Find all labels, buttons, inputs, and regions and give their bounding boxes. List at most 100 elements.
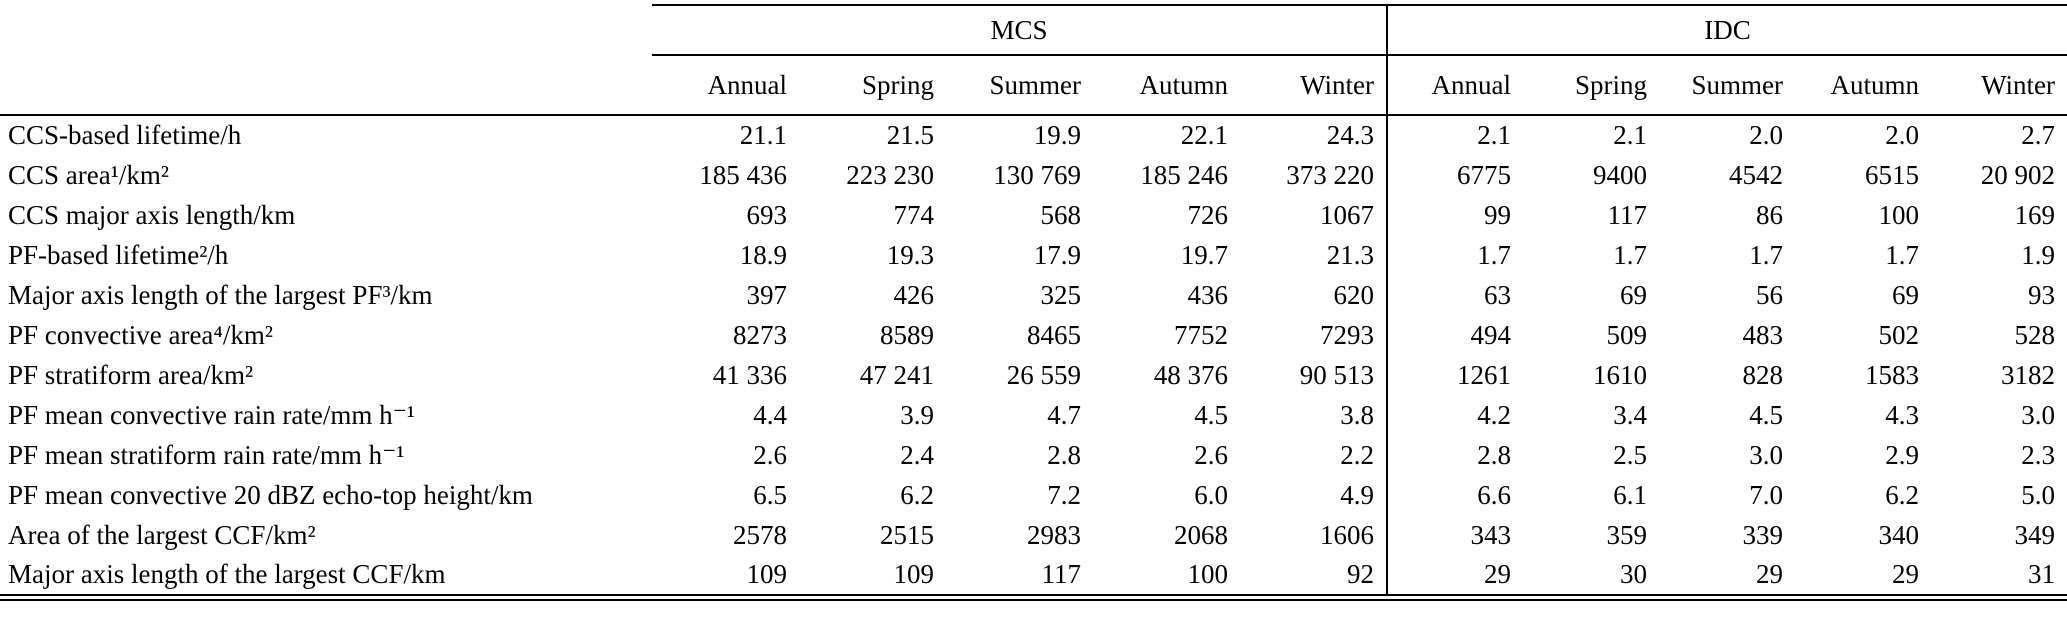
cell-value-mcs: 774: [893, 199, 935, 230]
cell-value-mcs: 17.9: [1033, 239, 1081, 270]
cell-value-idc: 828: [1742, 359, 1784, 390]
cell-value-mcs: 19.7: [1180, 239, 1228, 270]
cell-value-idc: 494: [1386, 315, 1523, 355]
cell-value-mcs: 3.9: [900, 399, 934, 430]
cell-value-idc: 4.5: [1749, 399, 1783, 430]
cell-value-idc: 509: [1606, 319, 1648, 350]
cell-value-idc: 2.5: [1613, 439, 1647, 470]
row-label: Major axis length of the largest CCF/km: [0, 555, 652, 596]
cell-value-idc: 99: [1386, 195, 1523, 235]
cell-value-mcs: 4.5: [1194, 399, 1228, 430]
corner-blank: [0, 5, 652, 55]
cell-value-idc: 2.0: [1885, 120, 1919, 150]
cell-value-mcs: 4.7: [1047, 399, 1081, 430]
cell-value-idc: 5.0: [2021, 479, 2055, 510]
cell-value-idc: 3.0: [2021, 399, 2055, 430]
cell-value-idc: 339: [1742, 519, 1784, 550]
cell-value-mcs: 373 220: [1286, 159, 1374, 190]
cell-value-mcs: 7293: [1320, 319, 1374, 350]
cell-value-mcs: 7.2: [1047, 479, 1081, 510]
cell-value-mcs: 426: [893, 279, 935, 310]
season-header-idc-annual: Annual: [1386, 55, 1523, 116]
cell-value-idc: 69: [1892, 279, 1919, 310]
cell-value-idc: 2.8: [1386, 435, 1523, 475]
cell-value-idc: 483: [1742, 319, 1784, 350]
cell-value-idc: 9400: [1593, 159, 1647, 190]
row-label: CCS-based lifetime/h: [8, 120, 242, 150]
cell-value-idc: 100: [1878, 199, 1920, 230]
cell-value-mcs: 8589: [880, 319, 934, 350]
cell-value-mcs: 109: [799, 555, 946, 596]
cell-value-mcs: 18.9: [739, 239, 787, 270]
cell-value-idc: 20 902: [1980, 159, 2055, 190]
cell-value-idc: 2.3: [2021, 439, 2055, 470]
cell-value-mcs: 4.4: [753, 399, 787, 430]
cell-value-mcs: 568: [1040, 199, 1082, 230]
cell-value-idc: 502: [1878, 319, 1920, 350]
cell-value-mcs: 2983: [1027, 519, 1081, 550]
cell-value-idc: 69: [1620, 279, 1647, 310]
cell-value-idc: 29: [1795, 555, 1931, 596]
season-header-mcs-summer: Summer: [946, 55, 1093, 116]
season-header-mcs-spring: Spring: [799, 55, 946, 116]
season-header-mcs-winter: Winter: [1240, 55, 1387, 116]
row-label: PF mean stratiform rain rate/mm h⁻¹: [8, 439, 405, 470]
cell-value-idc: 1.9: [2021, 239, 2055, 270]
cell-value-idc: 31: [1931, 555, 2067, 596]
cell-value-mcs: 22.1: [1180, 120, 1228, 150]
row-label: PF stratiform area/km²: [8, 359, 254, 390]
cell-value-idc: 1583: [1865, 359, 1919, 390]
cell-value-idc: 2.1: [1613, 120, 1647, 150]
table-row: CCS area¹/km² 185 436 223 230 130 769 185 24…: [0, 155, 2067, 195]
cell-value-mcs: 7752: [1174, 319, 1228, 350]
cell-value-mcs: 117: [946, 555, 1093, 596]
group-header-mcs: MCS: [652, 4, 1387, 56]
cell-value-mcs: 26 559: [1006, 359, 1081, 390]
table-row: PF mean convective rain rate/mm h⁻¹ 4.4 3.…: [0, 395, 2067, 435]
cell-value-idc: 6.6: [1386, 475, 1523, 515]
season-header-idc-autumn: Autumn: [1795, 55, 1931, 116]
cell-value-mcs: 2.8: [1047, 439, 1081, 470]
cell-value-idc: 2.0: [1749, 120, 1783, 150]
group-header-row: MCS IDC: [0, 4, 2067, 56]
cell-value-mcs: 48 376: [1153, 359, 1228, 390]
cell-value-idc: 343: [1386, 515, 1523, 555]
cell-value-mcs: 130 769: [993, 159, 1081, 190]
cell-value-idc: 1.7: [1885, 239, 1919, 270]
cell-value-mcs: 21.3: [1326, 239, 1374, 270]
cell-value-mcs: 1606: [1320, 519, 1374, 550]
cell-value-idc: 1261: [1386, 355, 1523, 395]
cell-value-mcs: 223 230: [846, 159, 934, 190]
row-label: PF convective area⁴/km²: [8, 319, 273, 350]
cell-value-mcs: 2.2: [1340, 439, 1374, 470]
cell-value-idc: 2.1: [1386, 115, 1523, 155]
cell-value-mcs: 2068: [1174, 519, 1228, 550]
cell-value-idc: 349: [2014, 519, 2056, 550]
cell-value-mcs: 4.9: [1340, 479, 1374, 510]
cell-value-idc: 6.2: [1885, 479, 1919, 510]
row-label: PF mean convective rain rate/mm h⁻¹: [8, 399, 415, 430]
cell-value-mcs: 6.2: [900, 479, 934, 510]
cell-value-mcs: 185 436: [699, 159, 787, 190]
cell-value-mcs: 90 513: [1299, 359, 1374, 390]
cell-value-idc: 528: [2014, 319, 2056, 350]
cell-value-mcs: 8465: [1027, 319, 1081, 350]
cell-value-idc: 1.7: [1749, 239, 1783, 270]
table-row: PF mean stratiform rain rate/mm h⁻¹ 2.6 2.…: [0, 435, 2067, 475]
seasonal-stats-table: MCS IDC Annual Spring Summer Autumn Winter An…: [0, 4, 2067, 596]
cell-value-idc: 359: [1606, 519, 1648, 550]
cell-value-idc: 3182: [2001, 359, 2055, 390]
cell-value-idc: 56: [1756, 279, 1783, 310]
table-row: Area of the largest CCF/km² 2578 2515 2983 2…: [0, 515, 2067, 555]
season-header-row: Annual Spring Summer Autumn Winter Annual Spri…: [0, 55, 2067, 116]
cell-value-mcs: 21.5: [886, 120, 934, 150]
cell-value-idc: 340: [1878, 519, 1920, 550]
cell-value-idc: 93: [2028, 279, 2055, 310]
cell-value-idc: 6515: [1865, 159, 1919, 190]
cell-value-idc: 63: [1386, 275, 1523, 315]
cell-value-idc: 1.7: [1386, 235, 1523, 275]
cell-value-mcs: 92: [1240, 555, 1387, 596]
table-row: Major axis length of the largest CCF/km 1…: [0, 555, 2067, 596]
cell-value-mcs: 1067: [1320, 199, 1374, 230]
cell-value-mcs: 726: [1187, 199, 1229, 230]
